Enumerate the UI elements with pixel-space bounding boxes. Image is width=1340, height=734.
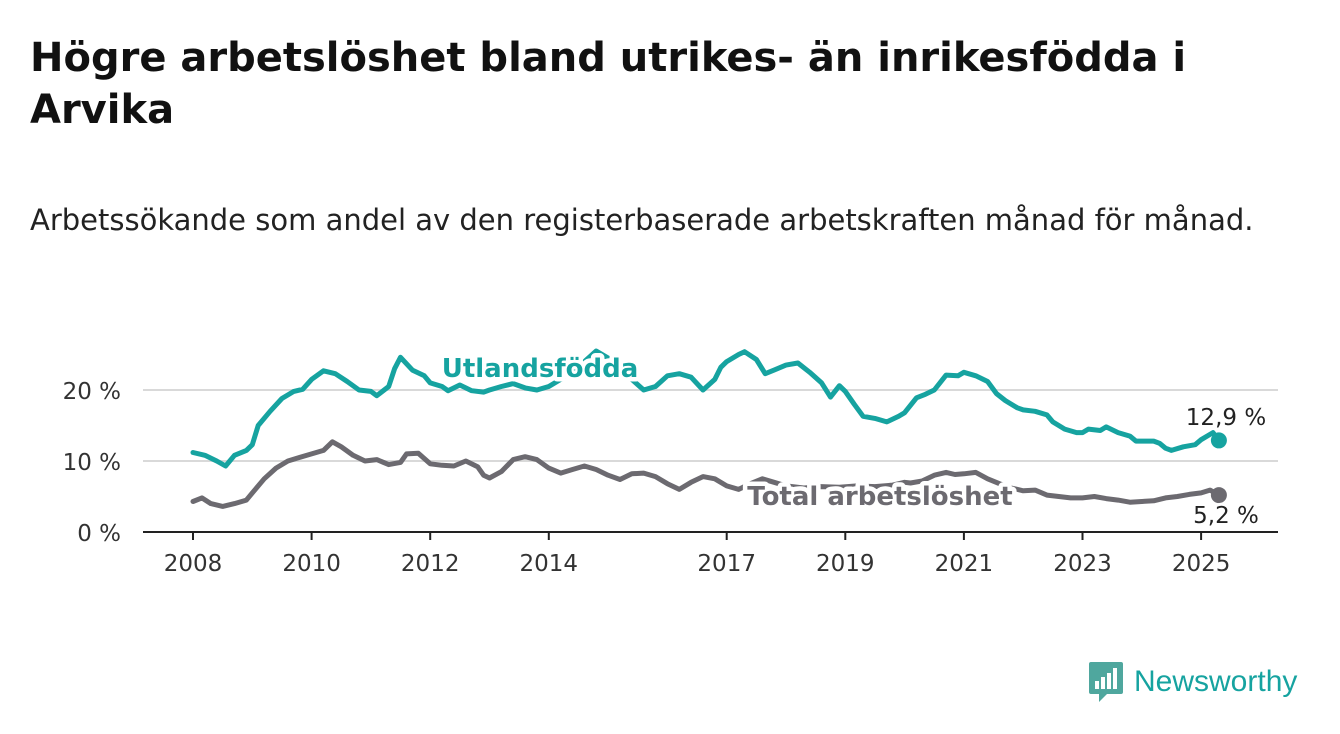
series-line-1 <box>190 439 1222 509</box>
series-labels: Utlandsfödda Total arbetslöshet 12,9 % 5,2 … <box>437 350 1269 533</box>
series-line-0 <box>190 348 1222 469</box>
x-tick-label: 2012 <box>401 551 460 577</box>
x-tick-label: 2010 <box>282 551 341 577</box>
x-tick-label: 2025 <box>1172 551 1231 577</box>
x-tick-label: 2017 <box>697 551 756 577</box>
newsworthy-brand[interactable]: Newsworthy <box>1088 660 1297 704</box>
y-tick-label: 0 % <box>77 521 121 547</box>
chart-title: Högre arbetslöshet bland utrikes- än inr… <box>30 35 1187 133</box>
series-end-label-0: 12,9 % <box>1186 405 1266 431</box>
x-tick-label: 2008 <box>164 551 223 577</box>
y-tick-label: 10 % <box>63 450 121 476</box>
gridlines <box>143 389 1278 533</box>
chart-subtitle: Arbetssökande som andel av den registerb… <box>30 203 1254 237</box>
series-lines <box>190 348 1227 509</box>
series-end-label-1: 5,2 % <box>1193 503 1259 529</box>
series-name-label-1: Total arbetslöshet <box>747 482 1012 512</box>
y-axis: 0 % 10 % 20 % <box>63 379 121 547</box>
x-tick-label: 2019 <box>816 551 875 577</box>
x-tick-label: 2014 <box>520 551 579 577</box>
series-end-dot-0 <box>1210 432 1227 449</box>
x-tick-label: 2023 <box>1053 551 1112 577</box>
series-name-label-0: Utlandsfödda <box>442 354 639 384</box>
newsworthy-logo-icon <box>1089 662 1123 702</box>
brand-name: Newsworthy <box>1134 665 1298 698</box>
series-end-dot-1 <box>1210 487 1227 504</box>
x-tick-label: 2021 <box>935 551 994 577</box>
x-axis: 2008 2010 2012 2014 2017 2019 2021 2023 2025 <box>164 532 1231 577</box>
y-tick-label: 20 % <box>63 379 121 405</box>
